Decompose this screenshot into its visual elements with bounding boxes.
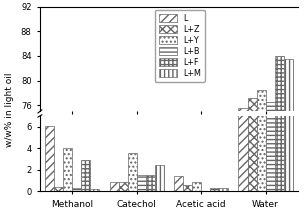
Bar <box>210 188 219 191</box>
Bar <box>72 188 81 191</box>
Bar <box>257 90 266 220</box>
Bar <box>128 153 137 191</box>
Bar <box>274 56 284 220</box>
Bar <box>274 0 284 191</box>
Bar <box>239 108 247 220</box>
Bar <box>219 188 228 191</box>
Bar <box>247 0 257 191</box>
Bar <box>45 126 54 191</box>
Bar <box>119 182 128 191</box>
Bar <box>183 185 192 191</box>
Text: w/w% in light oil: w/w% in light oil <box>5 73 14 147</box>
Legend: L, L+Z, L+Y, L+B, L+F, L+M: L, L+Z, L+Y, L+B, L+F, L+M <box>155 10 205 82</box>
Bar <box>174 176 183 191</box>
Bar <box>110 182 119 191</box>
Bar <box>284 0 293 191</box>
Bar <box>266 102 274 220</box>
Bar <box>81 160 90 191</box>
Bar <box>284 59 293 220</box>
Bar <box>155 165 164 191</box>
Bar <box>63 148 72 191</box>
Bar <box>239 0 247 191</box>
Bar <box>266 0 274 191</box>
Bar <box>54 187 63 191</box>
Bar <box>257 0 266 191</box>
Bar <box>192 182 201 191</box>
Bar <box>146 175 155 191</box>
Bar <box>247 98 257 220</box>
Bar <box>90 189 99 191</box>
Bar <box>137 175 146 191</box>
